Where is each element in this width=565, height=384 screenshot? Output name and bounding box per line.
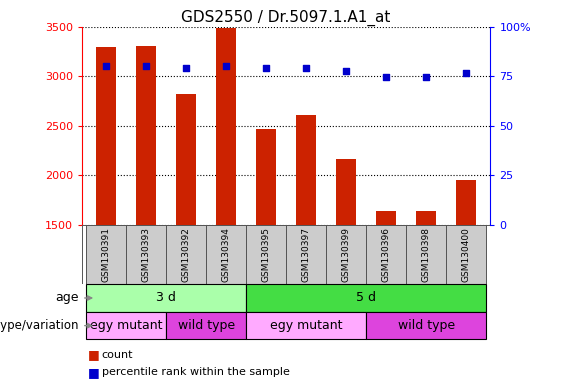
- Bar: [296, 115, 316, 225]
- Text: age: age: [55, 291, 79, 305]
- Text: GSM130396: GSM130396: [382, 227, 391, 282]
- Bar: [136, 46, 156, 225]
- Bar: [126, 225, 166, 284]
- Text: GSM130395: GSM130395: [262, 227, 271, 282]
- Title: GDS2550 / Dr.5097.1.A1_at: GDS2550 / Dr.5097.1.A1_at: [181, 9, 391, 25]
- Text: 5 d: 5 d: [357, 291, 376, 305]
- Point: [221, 63, 231, 70]
- Text: GSM130394: GSM130394: [221, 227, 231, 282]
- Bar: [376, 211, 396, 225]
- Point: [382, 74, 391, 80]
- Text: percentile rank within the sample: percentile rank within the sample: [102, 367, 290, 377]
- Bar: [366, 225, 406, 284]
- Bar: [206, 225, 246, 284]
- Bar: [286, 225, 326, 284]
- Bar: [246, 225, 286, 284]
- Bar: [256, 129, 276, 225]
- Point: [102, 63, 111, 70]
- Bar: [326, 225, 366, 284]
- Bar: [86, 312, 166, 339]
- Bar: [406, 225, 446, 284]
- Point: [422, 74, 431, 80]
- Bar: [246, 312, 366, 339]
- Bar: [457, 180, 476, 225]
- Text: egy mutant: egy mutant: [270, 319, 342, 332]
- Text: GSM130393: GSM130393: [141, 227, 150, 282]
- Bar: [366, 312, 486, 339]
- Point: [262, 65, 271, 71]
- Bar: [86, 284, 246, 312]
- Bar: [96, 47, 116, 225]
- Point: [302, 65, 311, 71]
- Bar: [336, 159, 357, 225]
- Bar: [216, 28, 236, 225]
- Bar: [246, 284, 486, 312]
- Text: GSM130392: GSM130392: [181, 227, 190, 282]
- Bar: [176, 94, 196, 225]
- Text: genotype/variation: genotype/variation: [0, 319, 79, 332]
- Text: GSM130400: GSM130400: [462, 227, 471, 282]
- Text: wild type: wild type: [398, 319, 455, 332]
- Text: ■: ■: [88, 348, 99, 361]
- Point: [141, 63, 150, 70]
- Text: wild type: wild type: [177, 319, 234, 332]
- Text: GSM130398: GSM130398: [422, 227, 431, 282]
- Text: GSM130397: GSM130397: [302, 227, 311, 282]
- Text: count: count: [102, 350, 133, 360]
- Bar: [416, 211, 436, 225]
- Bar: [166, 225, 206, 284]
- Text: egy mutant: egy mutant: [90, 319, 162, 332]
- Text: 3 d: 3 d: [156, 291, 176, 305]
- Text: ■: ■: [88, 366, 99, 379]
- Point: [181, 65, 190, 71]
- Bar: [166, 312, 246, 339]
- Text: GSM130391: GSM130391: [102, 227, 110, 282]
- Point: [462, 70, 471, 76]
- Point: [342, 68, 351, 74]
- Bar: [86, 225, 126, 284]
- Text: GSM130399: GSM130399: [342, 227, 351, 282]
- Bar: [446, 225, 486, 284]
